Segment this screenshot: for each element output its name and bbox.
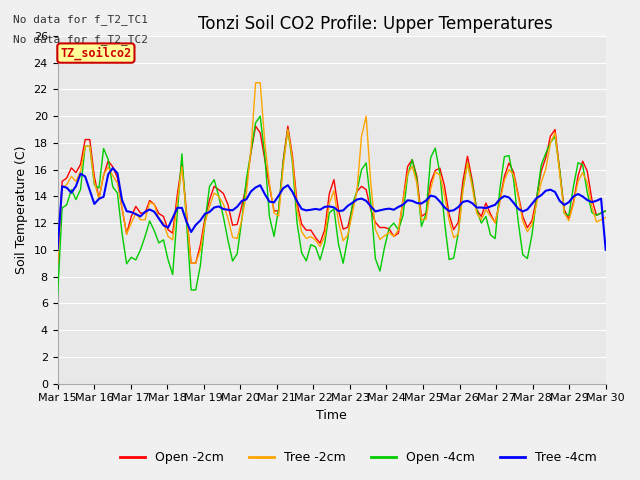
Text: No data for f_T2_TC1: No data for f_T2_TC1	[13, 14, 148, 25]
Y-axis label: Soil Temperature (C): Soil Temperature (C)	[15, 145, 28, 274]
Text: TZ_soilco2: TZ_soilco2	[60, 47, 131, 60]
Legend: Open -2cm, Tree -2cm, Open -4cm, Tree -4cm: Open -2cm, Tree -2cm, Open -4cm, Tree -4…	[115, 446, 602, 469]
Text: No data for f_T2_TC2: No data for f_T2_TC2	[13, 34, 148, 45]
X-axis label: Time: Time	[316, 409, 347, 422]
Title: Tonzi Soil CO2 Profile: Upper Temperatures: Tonzi Soil CO2 Profile: Upper Temperatur…	[198, 15, 553, 33]
